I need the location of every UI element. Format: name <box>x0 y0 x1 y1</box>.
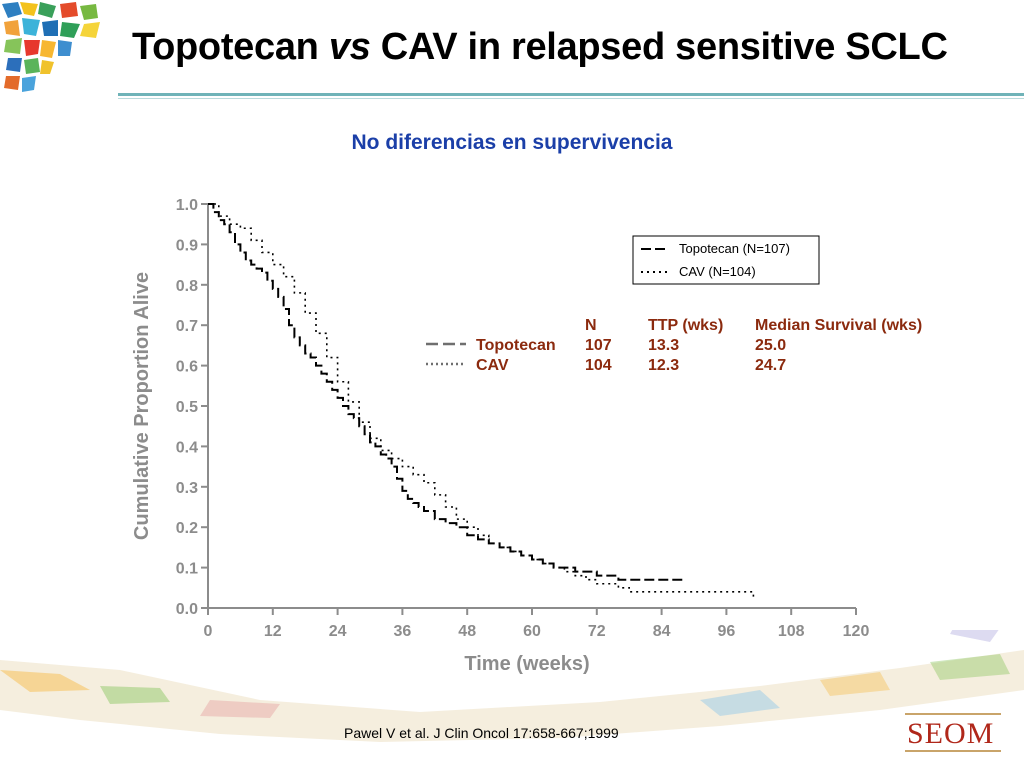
y-axis-title: Cumulative Proportion Alive <box>131 272 153 540</box>
y-tick-label: 0.8 <box>176 278 198 295</box>
title-start: Topotecan <box>132 26 329 68</box>
table-cell-ttp: 13.3 <box>648 337 679 354</box>
x-axis-title: Time (weeks) <box>464 653 589 675</box>
y-tick-label: 0.1 <box>176 561 198 578</box>
table-header: Median Survival (wks) <box>755 317 922 334</box>
y-tick-label: 0.3 <box>176 480 198 497</box>
title-underline-thin <box>118 98 1024 99</box>
survival-chart: 0.0 0.1 0.2 0.3 0.4 0.5 0.6 0.7 0.8 0.9 1.0 0 12 24 36… <box>131 197 922 675</box>
y-tick-label: 0.4 <box>176 439 198 456</box>
title-vs: vs <box>328 26 371 68</box>
y-tick-label: 0.9 <box>176 237 198 254</box>
citation: Pawel V et al. J Clin Oncol 17:658-667;1… <box>344 725 619 741</box>
title-underline <box>118 93 1024 96</box>
legend-label: Topotecan (N=107) <box>679 241 790 256</box>
page-title: Topotecan vs CAV in relapsed sensitive S… <box>132 26 948 69</box>
brand-rule-top <box>905 713 1001 715</box>
seom-logo: SEOM <box>907 717 995 750</box>
x-tick-label: 120 <box>843 623 870 640</box>
x-tick-label: 48 <box>458 623 476 640</box>
y-tick-label: 0.0 <box>176 601 198 618</box>
table-cell-n: 104 <box>585 357 612 374</box>
x-tick-label: 12 <box>264 623 282 640</box>
table-cell-n: 107 <box>585 337 612 354</box>
table-row-label: CAV <box>476 357 509 374</box>
mosaic-logo <box>0 0 118 96</box>
table-header: TTP (wks) <box>648 317 723 334</box>
x-tick-label: 60 <box>523 623 541 640</box>
x-tick-label: 24 <box>329 623 347 640</box>
table-cell-ttp: 12.3 <box>648 357 679 374</box>
legend-label: CAV (N=104) <box>679 264 756 279</box>
table-row-label: Topotecan <box>476 337 556 354</box>
title-end: CAV in relapsed sensitive SCLC <box>370 26 948 68</box>
x-tick-label: 84 <box>653 623 671 640</box>
brand-rule-bottom <box>905 750 1001 752</box>
mosaic-decoration <box>0 630 1024 742</box>
series-line-1 <box>208 203 755 600</box>
y-tick-label: 0.5 <box>176 399 198 416</box>
x-tick-label: 108 <box>778 623 805 640</box>
table-header: N <box>585 317 597 334</box>
slide-subtitle: No diferencias en supervivencia <box>351 131 673 154</box>
x-tick-label: 0 <box>204 623 213 640</box>
table-cell-median: 24.7 <box>755 357 786 374</box>
x-tick-label: 36 <box>394 623 412 640</box>
y-tick-label: 0.7 <box>176 318 198 335</box>
y-tick-label: 1.0 <box>176 197 198 214</box>
x-tick-label: 96 <box>718 623 736 640</box>
series-line-0 <box>208 203 684 581</box>
y-tick-label: 0.6 <box>176 359 198 376</box>
table-cell-median: 25.0 <box>755 337 786 354</box>
x-tick-label: 72 <box>588 623 606 640</box>
y-tick-label: 0.2 <box>176 520 198 537</box>
legend-box <box>632 235 820 285</box>
